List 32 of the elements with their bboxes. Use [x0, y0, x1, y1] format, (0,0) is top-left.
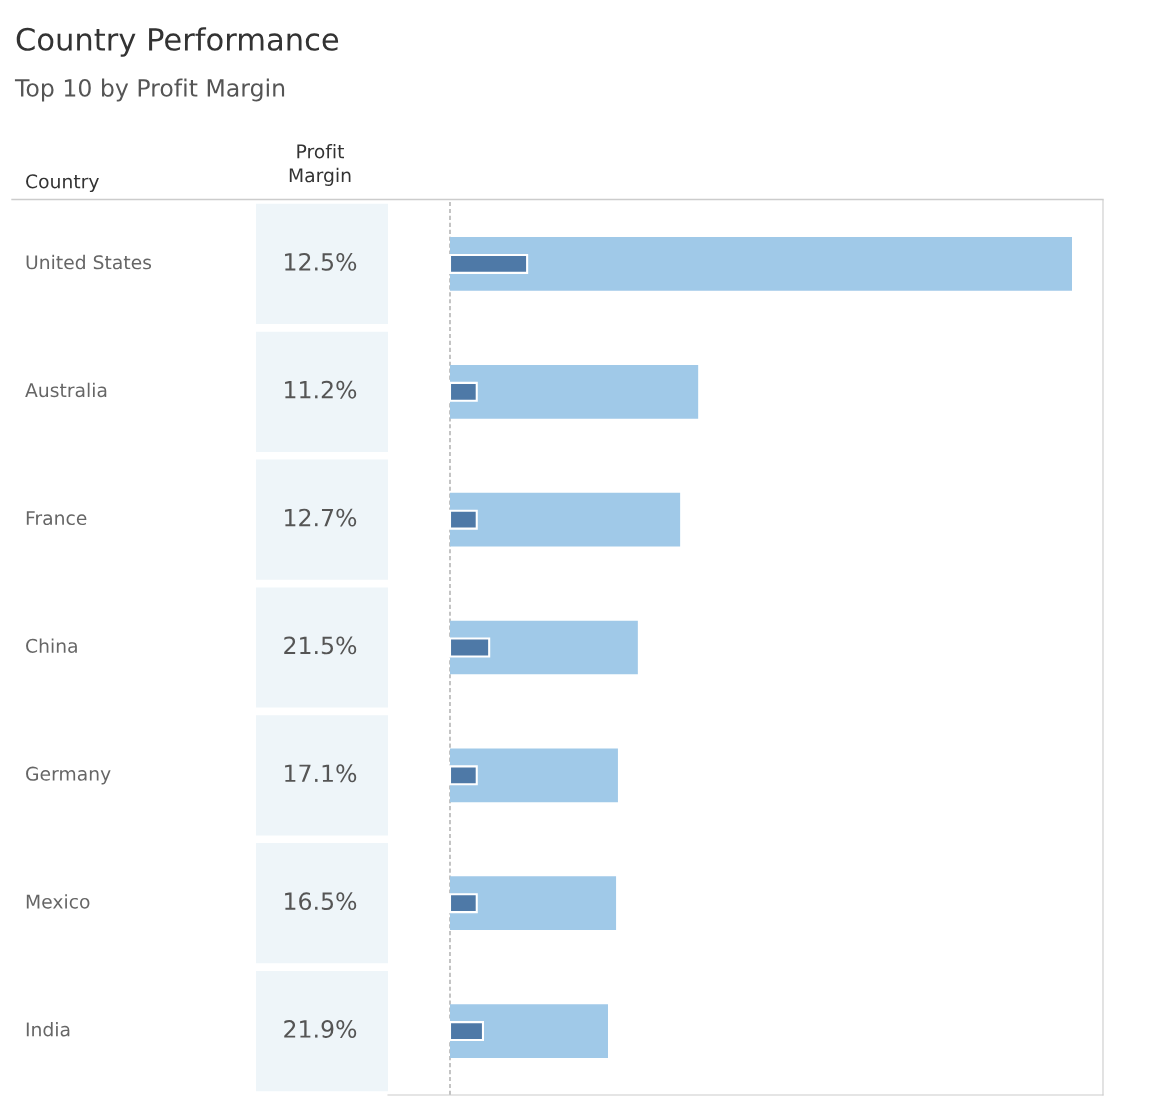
bar — [450, 876, 617, 931]
bar — [450, 237, 1072, 291]
text: 12.5% — [285, 252, 357, 271]
bar — [448, 381, 478, 402]
text: 21.5% — [284, 636, 357, 655]
y-tick-label: United States — [26, 254, 152, 270]
bar — [448, 637, 491, 658]
text: 16.5% — [285, 892, 357, 911]
y-axis-title: Country — [26, 174, 99, 193]
bar — [450, 364, 699, 419]
text: 21.9% — [284, 1020, 357, 1038]
text: 12.7% — [285, 508, 357, 527]
y-tick-label: China — [26, 638, 77, 653]
bar — [448, 509, 478, 530]
text: Profit Margin — [289, 144, 351, 186]
bar — [450, 1004, 608, 1058]
text: 17.1% — [285, 764, 357, 783]
bar — [448, 253, 529, 274]
bar — [450, 492, 681, 547]
bar — [448, 765, 478, 786]
text: Country Performance — [16, 27, 339, 57]
text: Top 10 by Profit Margin — [14, 78, 285, 102]
text: 11.2% — [285, 380, 357, 399]
bar — [448, 1021, 485, 1042]
y-tick-label: Australia — [25, 382, 107, 398]
y-tick-label: Germany — [26, 766, 111, 785]
bar — [450, 620, 638, 675]
bar — [448, 893, 478, 914]
y-tick-label: France — [26, 511, 87, 526]
y-tick-label: Mexico — [26, 894, 90, 909]
y-tick-label: India — [26, 1022, 70, 1037]
bar — [450, 748, 618, 803]
